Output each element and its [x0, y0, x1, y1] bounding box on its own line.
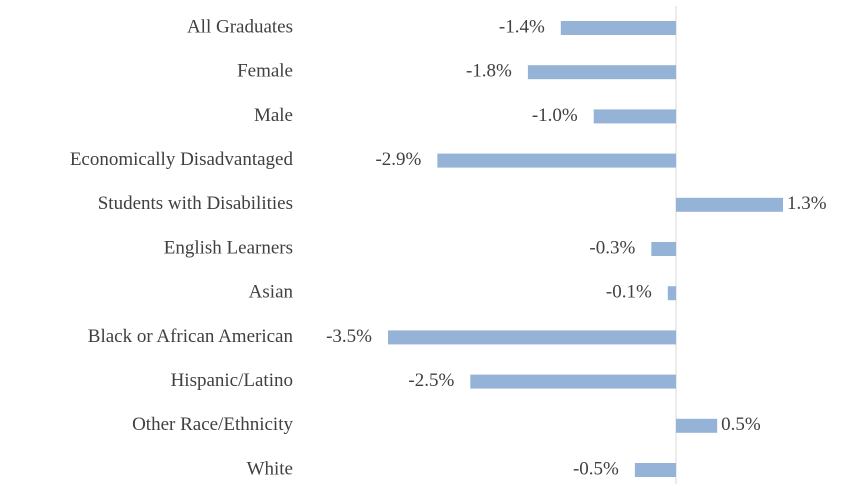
- category-label: Male: [254, 105, 293, 126]
- category-label: Asian: [249, 282, 294, 303]
- bar: [560, 21, 677, 35]
- category-label: Other Race/Ethnicity: [132, 414, 293, 435]
- value-label: -0.3%: [589, 237, 635, 258]
- category-label: Black or African American: [88, 326, 294, 347]
- bar: [388, 330, 677, 345]
- category-label: English Learners: [164, 237, 293, 258]
- value-label: -1.0%: [532, 105, 578, 126]
- value-label: 0.5%: [721, 414, 761, 435]
- value-label: -0.1%: [606, 282, 652, 303]
- value-label: -1.8%: [466, 61, 512, 82]
- value-label: -0.5%: [573, 458, 619, 479]
- category-label: Economically Disadvantaged: [70, 149, 294, 170]
- bar: [676, 197, 783, 212]
- bar: [651, 242, 677, 256]
- category-label: White: [247, 458, 293, 479]
- category-label: Female: [237, 61, 293, 82]
- bar: [593, 109, 677, 124]
- category-label: Students with Disabilities: [98, 193, 293, 214]
- value-label: -2.5%: [408, 370, 454, 391]
- category-label: All Graduates: [187, 16, 293, 37]
- bar: [470, 374, 677, 389]
- value-label: -3.5%: [326, 326, 372, 347]
- bar: [634, 463, 677, 477]
- value-label: 1.3%: [787, 193, 827, 214]
- value-label: -1.4%: [499, 16, 545, 37]
- bar: [527, 65, 677, 80]
- category-label: Hispanic/Latino: [171, 370, 293, 391]
- value-label: -2.9%: [375, 149, 421, 170]
- bar: [667, 286, 677, 301]
- bar: [676, 418, 718, 433]
- bar: [437, 153, 677, 168]
